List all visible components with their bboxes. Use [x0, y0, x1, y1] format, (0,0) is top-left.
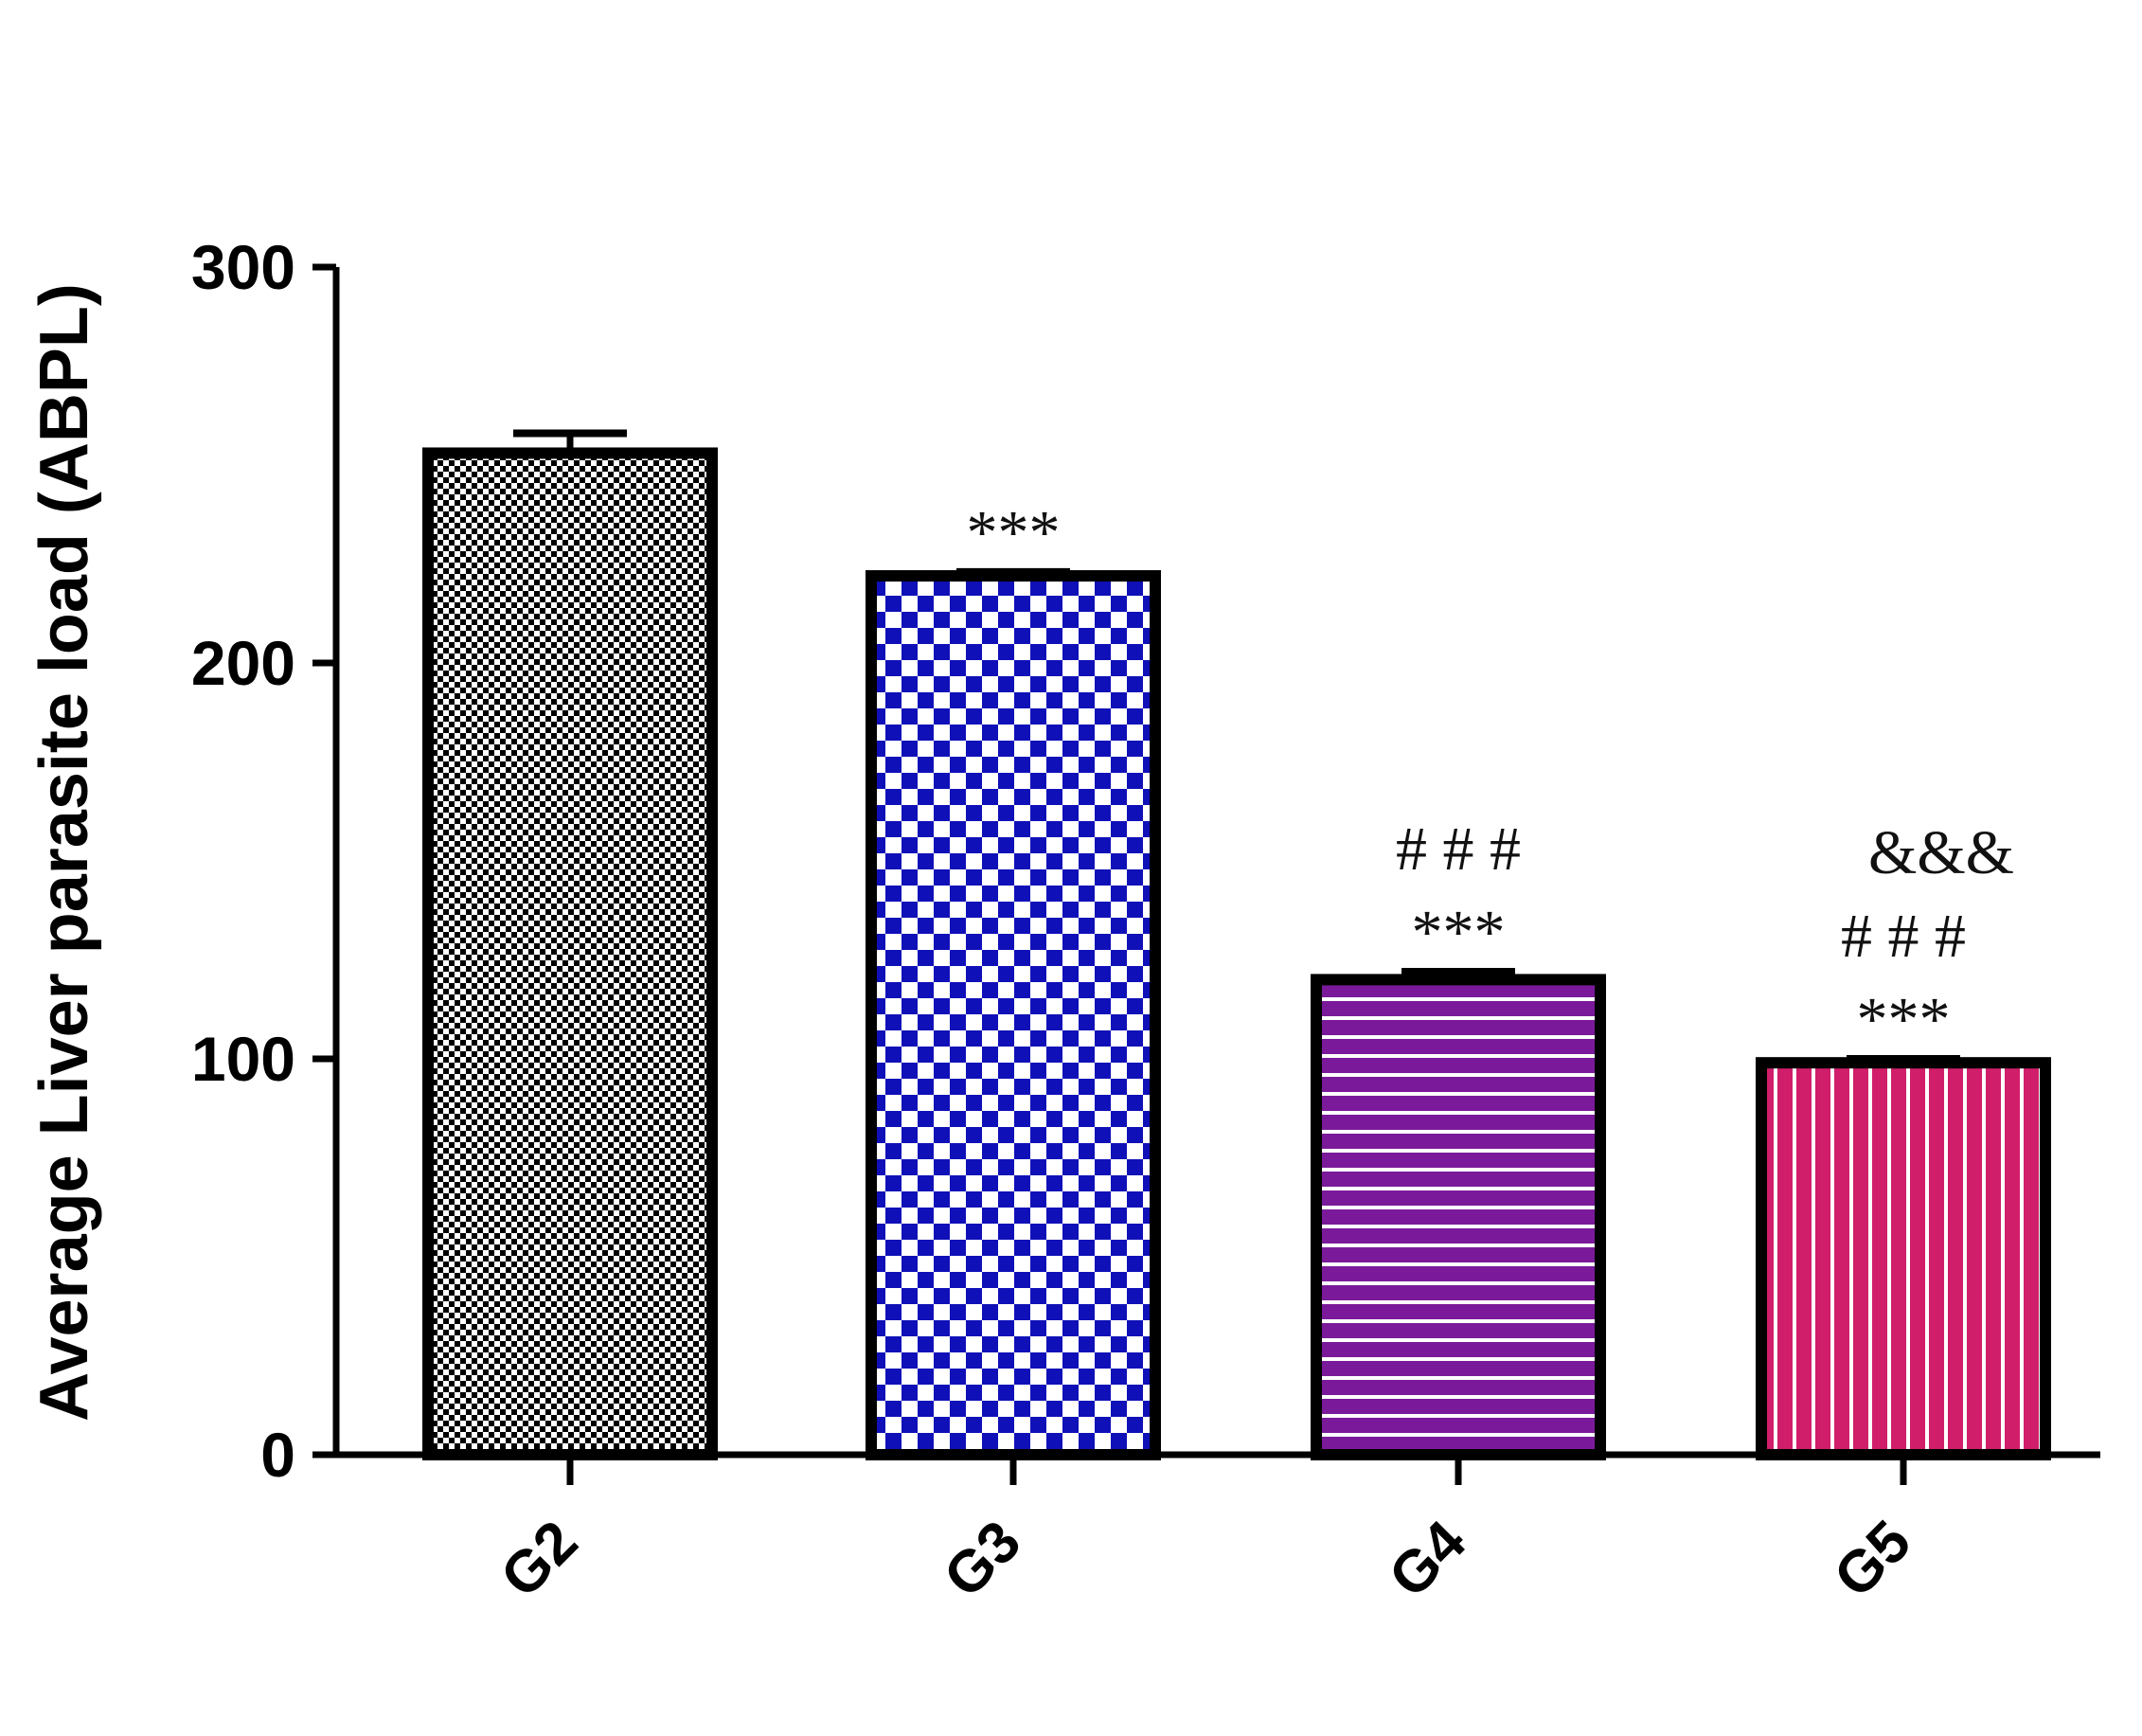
bar-group-g2 [422, 429, 718, 1461]
x-tick-label-g5: G5 [1822, 1509, 1923, 1610]
x-tick-label-g3: G3 [932, 1509, 1033, 1610]
y-tick-label: 100 [191, 1024, 295, 1094]
annotation-g5-2: &&& [1868, 818, 2014, 887]
y-tick-label: 200 [191, 628, 295, 698]
annotation-g5-0: *** [1857, 985, 1951, 1054]
annotation-g3-0: *** [967, 498, 1061, 567]
bar-group-g5 [1756, 1055, 2051, 1461]
x-tick-label-g2: G2 [489, 1509, 590, 1610]
bars [422, 429, 2051, 1461]
annotation-g5-1: # # # [1841, 902, 1966, 971]
y-tick-label: 0 [260, 1420, 295, 1490]
significance-annotations: *** *** # # # *** # # # &&& [967, 498, 2015, 1054]
bar-g3 [866, 570, 1161, 1460]
x-ticks: G2 G3 G4 G5 [489, 1455, 1923, 1610]
y-tick-label: 300 [191, 232, 295, 302]
bar-group-g4 [1311, 968, 1606, 1461]
x-tick-label-g4: G4 [1377, 1509, 1479, 1611]
bar-g2 [422, 447, 718, 1461]
bar-group-g3 [866, 567, 1161, 1460]
y-axis-label: Average Liver parasite load (ABPL) [27, 283, 102, 1422]
y-ticks: 0 100 200 300 [191, 232, 336, 1490]
bar-g5 [1756, 1057, 2051, 1461]
annotation-g4-1: # # # [1396, 814, 1521, 884]
annotation-g4-0: *** [1412, 898, 1506, 967]
bar-g4 [1311, 974, 1606, 1461]
